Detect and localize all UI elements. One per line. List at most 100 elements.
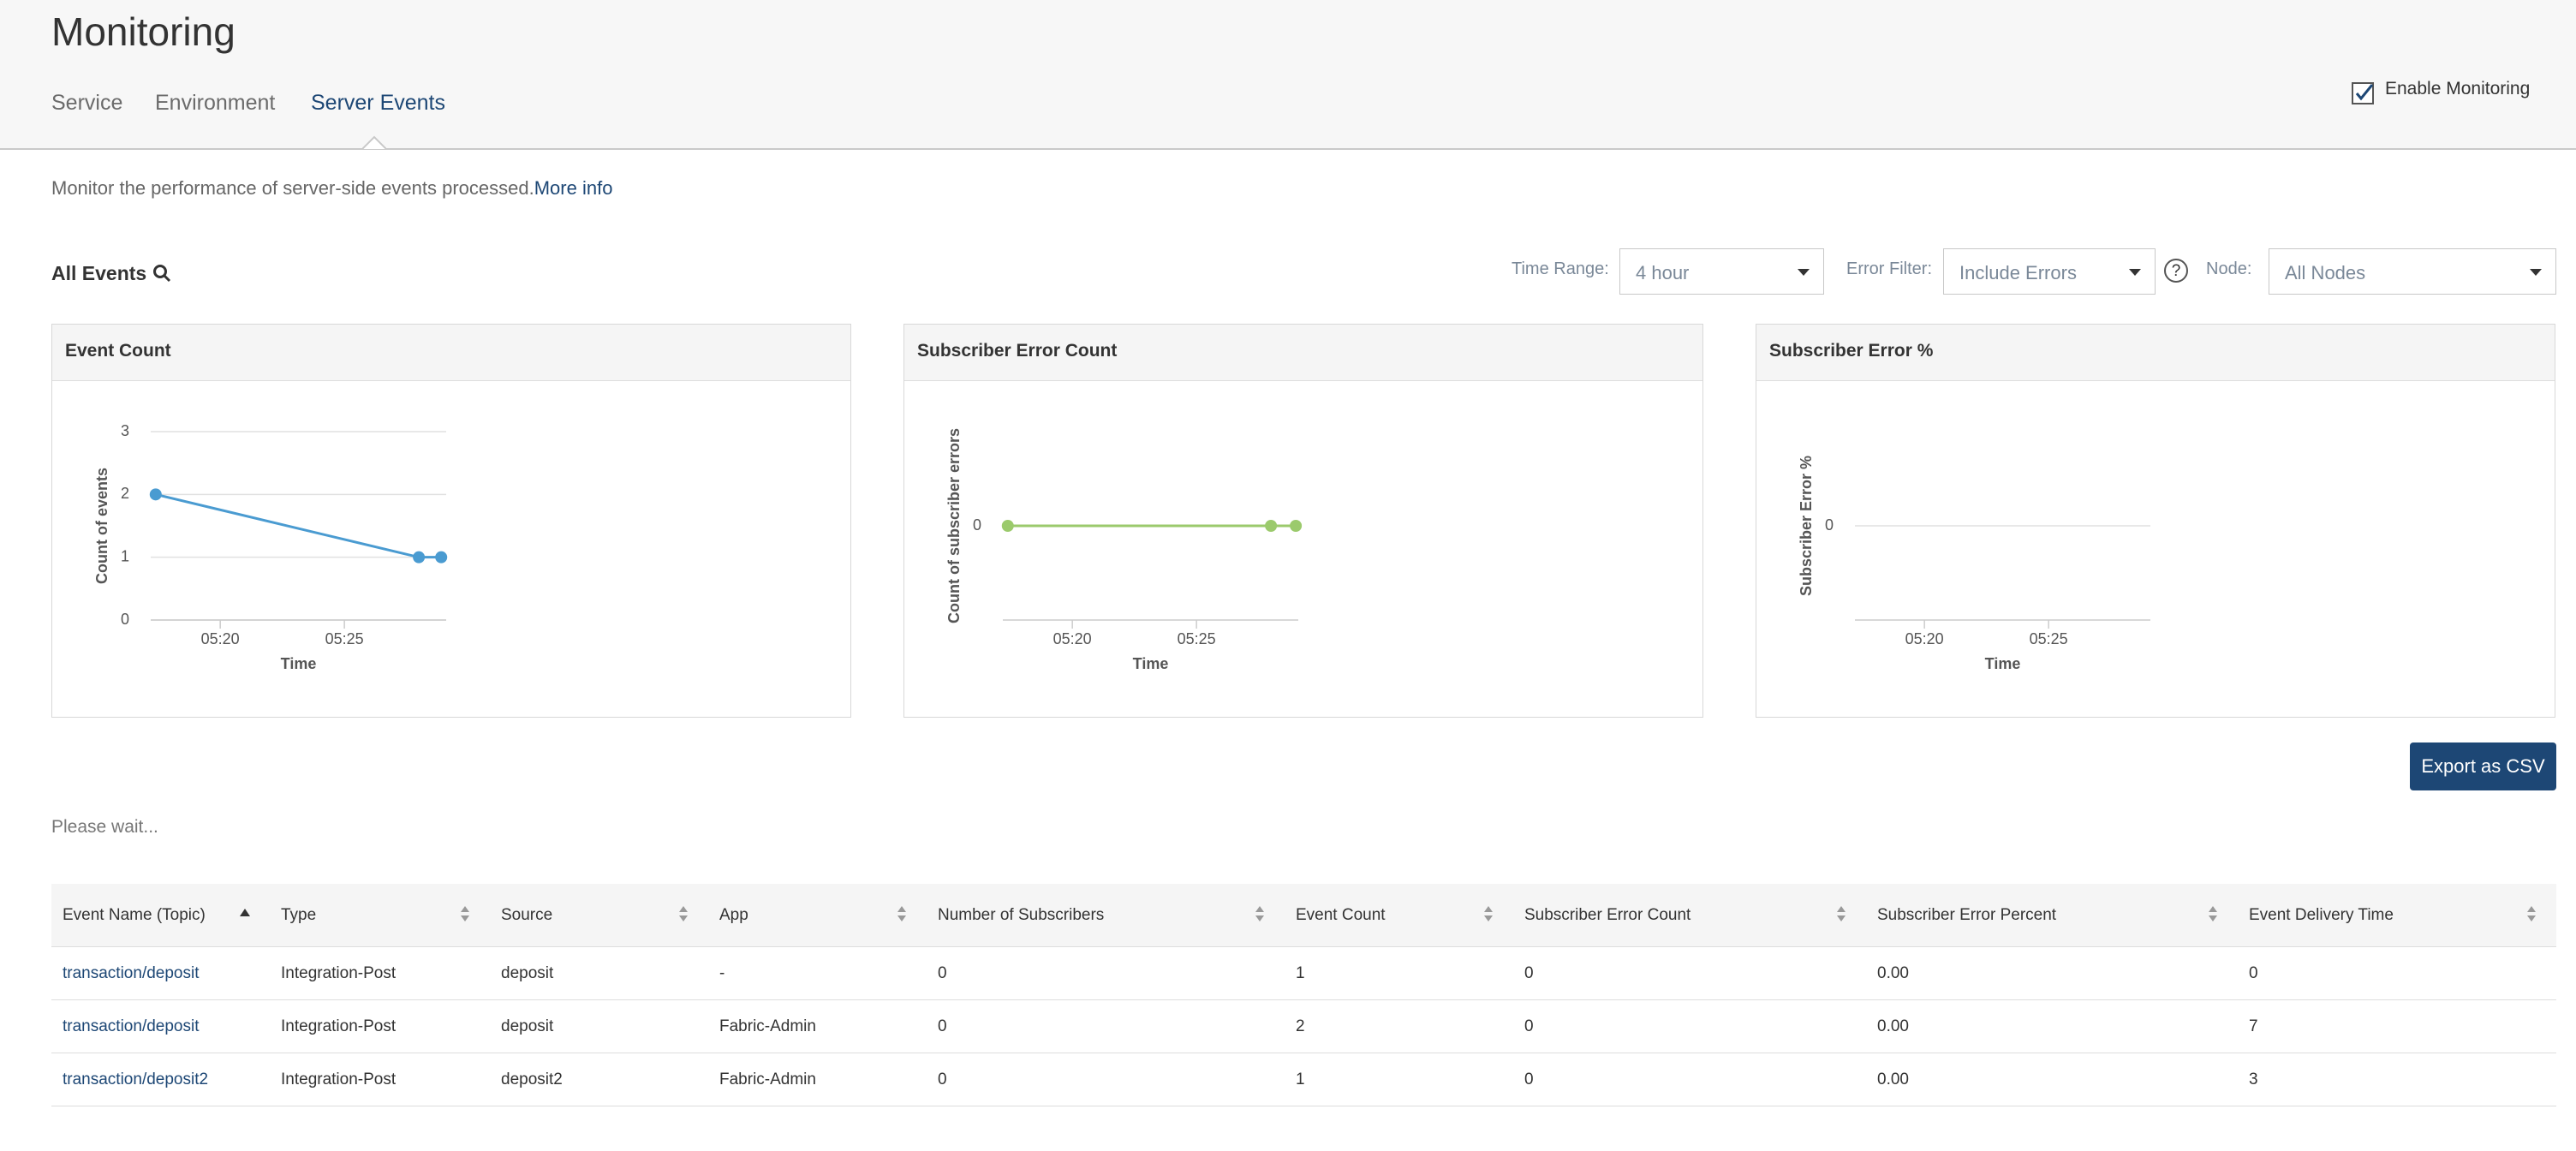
column-header-text: Event Name (Topic) [63,905,206,924]
chart-panel: Subscriber Error Count 0 05:20 05:25 Time Cou… [903,324,1703,718]
column-header[interactable]: Event Count [1285,884,1513,947]
table-cell: 7 [2238,999,2556,1053]
table-body: transaction/deposit Integration-Post depos… [51,946,2556,1106]
panel-header: Event Count [52,325,850,381]
column-header-text: Event Count [1296,905,1386,924]
sort-down [2527,915,2536,921]
table-cell: 1 [1285,1053,1513,1106]
tab[interactable]: Environment [155,91,276,115]
event-link[interactable]: transaction/deposit [51,999,270,1053]
panel-header: Subscriber Error Count [904,325,1702,381]
column-header-text: Type [281,905,317,924]
data-point[interactable] [435,551,448,564]
column-header[interactable]: Event Name (Topic) [51,884,270,947]
search-icon[interactable] [152,264,171,283]
sort-icon[interactable] [2525,904,2537,923]
node-select[interactable]: All Nodes [2269,248,2556,295]
table-cell: 0 [1513,946,1866,1000]
sort-down [2209,915,2217,921]
table-cell: 0.00 [1866,999,2238,1053]
chart: 0 05:20 05:25 Time Count of subscriber error… [945,428,1303,672]
x-axis-title: Time [1133,655,1169,672]
table-cell: 0 [927,1053,1285,1106]
chart: 0 1 2 3 05:20 05:25 Time Count of events [93,422,448,672]
error-filter-select[interactable]: Include Errors [1943,248,2156,295]
event-link[interactable]: transaction/deposit [51,946,270,1000]
column-header-text: App [719,905,748,924]
sort-icon[interactable] [896,904,908,923]
status-text: Please wait... [51,817,158,837]
events-table: Event Name (Topic) Type Source App Number of… [51,884,2556,1106]
sort-icon[interactable] [2207,904,2219,923]
column-header[interactable]: Source [490,884,708,947]
table-row: transaction/deposit Integration-Post depos… [51,946,2556,1000]
sort-up [679,906,688,912]
select-value: Include Errors [1959,262,2077,283]
sort-down [897,915,906,921]
help-icon[interactable]: ? [2164,259,2188,283]
column-header-text: Event Delivery Time [2249,905,2394,924]
table-cell: Integration-Post [270,999,490,1053]
sort-up [1484,906,1493,912]
data-point[interactable] [1001,520,1014,532]
table-cell: 0 [927,946,1285,1000]
table-cell: deposit [490,946,708,1000]
sort-icon[interactable] [239,904,251,923]
column-header[interactable]: Subscriber Error Count [1513,884,1866,947]
table-cell: 0 [1513,1053,1866,1106]
event-link[interactable]: transaction/deposit2 [51,1053,270,1106]
column-header-text: Source [501,905,553,924]
x-tick-label: 05:20 [1905,630,1944,647]
x-axis-title: Time [1985,655,2021,672]
column-header[interactable]: Number of Subscribers [927,884,1285,947]
checkbox[interactable] [2352,82,2376,106]
data-point[interactable] [413,551,426,564]
x-axis-title: Time [281,655,317,672]
check-mark [2355,84,2374,101]
header [0,0,2576,150]
column-header[interactable]: Type [270,884,490,947]
x-tick-label: 05:20 [201,630,240,647]
page-title: Monitoring [51,9,236,54]
tab-active[interactable]: Server Events [311,91,446,115]
sort-icon[interactable] [677,904,689,923]
table-row: transaction/deposit2 Integration-Post depo… [51,1053,2556,1106]
sort-icon[interactable] [1835,904,1847,923]
y-axis-title: Count of events [93,468,110,584]
y-tick-label: 0 [121,611,129,628]
sort-down [461,915,469,921]
data-point[interactable] [1290,520,1303,532]
tab[interactable]: Service [51,91,123,115]
table-cell: 0 [2238,946,2556,1000]
x-tick-label: 05:25 [2030,630,2068,647]
error-filter-label: Error Filter: [1846,259,1932,278]
export-button[interactable]: Export as CSV [2410,742,2556,790]
table-cell: deposit2 [490,1053,708,1106]
data-point[interactable] [149,488,162,501]
sort-icon[interactable] [1254,904,1266,923]
column-header-text: Subscriber Error Percent [1877,905,2057,924]
table-cell: - [708,946,927,1000]
time-range-select[interactable]: 4 hour [1619,248,1824,295]
sort-icon[interactable] [1482,904,1494,923]
column-header[interactable]: Event Delivery Time [2238,884,2556,947]
data-point[interactable] [1265,520,1278,532]
sort-asc [240,909,250,916]
section-title: All Events [51,262,171,285]
checkbox-label[interactable]: Enable Monitoring [2385,79,2531,98]
y-tick-label: 2 [121,485,129,502]
select-value: 4 hour [1636,262,1690,283]
table-cell: 0 [1513,999,1866,1053]
column-header[interactable]: App [708,884,927,947]
y-axis-title: Count of subscriber errors [945,428,963,623]
table-cell: Fabric-Admin [708,1053,927,1106]
table-cell: deposit [490,999,708,1053]
sort-up [1837,906,1846,912]
sort-up [1255,906,1264,912]
chart-panel: Subscriber Error % 0 05:20 05:25 Time Subscri… [1756,324,2555,718]
table-cell: Integration-Post [270,946,490,1000]
column-header[interactable]: Subscriber Error Percent [1866,884,2238,947]
y-tick-label: 1 [121,547,129,564]
more-info-link[interactable]: More info [534,177,613,199]
sort-icon[interactable] [459,904,471,923]
